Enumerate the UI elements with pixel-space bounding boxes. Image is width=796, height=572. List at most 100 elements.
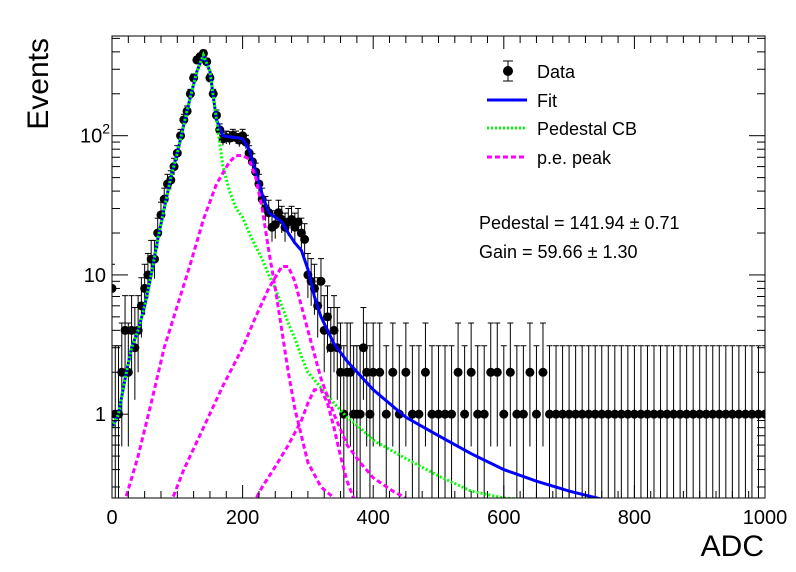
data-point [597, 409, 607, 419]
data-point [623, 409, 633, 419]
data-point [486, 367, 496, 377]
legend-fit-label: Fit [537, 91, 557, 111]
data-point [558, 409, 568, 419]
data-point [518, 409, 528, 419]
legend-data-marker [503, 66, 513, 76]
data-point [358, 343, 368, 353]
data-point [401, 367, 411, 377]
data-point [577, 409, 587, 419]
data-point [603, 409, 613, 419]
data-point [407, 409, 417, 419]
data-point [120, 325, 130, 335]
data-point [345, 367, 355, 377]
data-point [336, 367, 346, 377]
x-tick-label: 600 [487, 507, 520, 529]
data-point [505, 367, 515, 377]
x-tick-label: 400 [357, 507, 390, 529]
legend-entry-pe-peak: p.e. peak [487, 148, 612, 168]
legend: Data Fit Pedestal CB p.e. peak [487, 60, 637, 168]
data-point [662, 409, 672, 419]
x-tick-label: 200 [226, 507, 259, 529]
series-layer [112, 48, 765, 498]
series-line-fit-0 [112, 50, 605, 498]
series-line-pedestal-cb-1 [112, 50, 524, 498]
data-point [734, 409, 744, 419]
data-point [322, 312, 332, 322]
data-point [420, 367, 430, 377]
pedestal-annotation: Pedestal = 141.94 ± 0.71 [479, 213, 680, 233]
data-point [531, 409, 541, 419]
data-point [695, 409, 705, 419]
data-point [368, 367, 378, 377]
data-point [414, 409, 424, 419]
data-point [127, 325, 137, 335]
data-point [466, 367, 476, 377]
x-tick-label: 800 [618, 507, 651, 529]
x-axis-label: ADC [701, 530, 764, 563]
series-line-p-e-peak-4 [254, 388, 355, 498]
data-point [479, 409, 489, 419]
data-point [636, 409, 646, 419]
y-axis-label: Events [22, 38, 55, 130]
data-point [584, 409, 594, 419]
data-point [316, 276, 326, 286]
data-point [326, 343, 336, 353]
data-point [629, 409, 639, 419]
data-point [512, 409, 522, 419]
data-point [388, 367, 398, 377]
data-point [682, 409, 692, 419]
data-point [453, 367, 463, 377]
y-tick-label: 10 [84, 265, 106, 287]
data-point [571, 409, 581, 419]
legend-entry-fit: Fit [487, 91, 557, 111]
data-point [688, 409, 698, 419]
legend-entry-pedestal: Pedestal CB [487, 119, 637, 139]
legend-data-label: Data [537, 62, 576, 82]
data-point [545, 409, 555, 419]
legend-pedestal-label: Pedestal CB [537, 119, 637, 139]
y-tick-label: 102 [80, 121, 110, 148]
legend-pe-label: p.e. peak [537, 148, 612, 168]
data-point [740, 409, 750, 419]
data-point [434, 409, 443, 419]
axis-layer: 0 200 400 600 800 1000 1 10 102 [80, 36, 787, 529]
data-point [329, 325, 339, 335]
data-point [669, 409, 679, 419]
data-point [375, 367, 385, 377]
series-line-p-e-peak-3 [171, 265, 407, 498]
data-point [727, 409, 737, 419]
data-point [270, 220, 280, 230]
data-point [300, 234, 310, 244]
data-point [440, 409, 450, 419]
data-point [721, 409, 731, 419]
gain-annotation: Gain = 59.66 ± 1.30 [479, 242, 638, 262]
data-point [447, 409, 457, 419]
data-point [610, 409, 620, 419]
data-point [714, 409, 724, 419]
data-point [427, 409, 437, 419]
data-point [460, 409, 470, 419]
data-point [675, 409, 685, 419]
data-point [492, 367, 502, 377]
data-point [649, 409, 659, 419]
data-point [365, 409, 375, 419]
data-point [642, 409, 652, 419]
data-point [473, 409, 483, 419]
data-point [564, 409, 574, 419]
data-point [551, 409, 561, 419]
data-point [355, 409, 365, 419]
x-tick-label: 1000 [743, 507, 788, 529]
legend-entry-data: Data [503, 60, 576, 82]
data-point [616, 409, 626, 419]
data-point [117, 367, 127, 377]
data-point [381, 409, 391, 419]
data-point [590, 409, 600, 419]
data-point [362, 367, 372, 377]
data-point [499, 409, 509, 419]
data-point [525, 367, 535, 377]
data-point [701, 409, 711, 419]
x-tick-label: 0 [106, 507, 117, 529]
data-point [656, 409, 666, 419]
